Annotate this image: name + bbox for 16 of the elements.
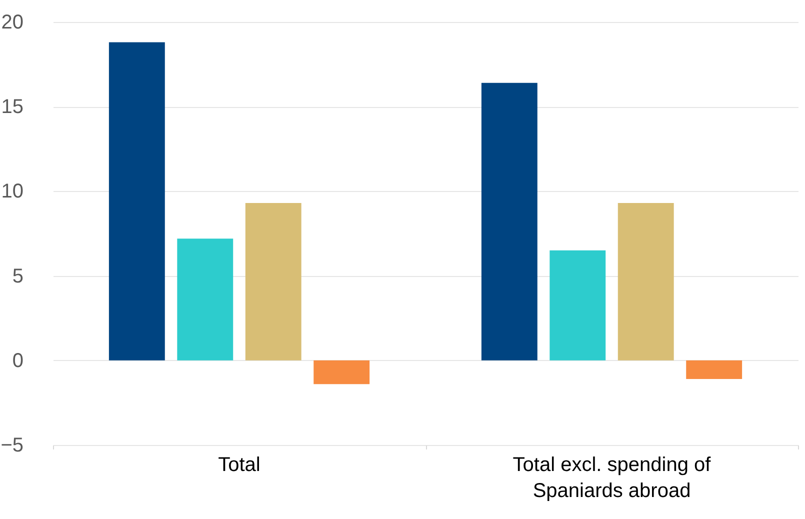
bar [481, 82, 538, 360]
bar [618, 203, 674, 360]
bar [686, 360, 742, 380]
bar [550, 250, 606, 360]
y-tick-label: −5 [0, 434, 24, 456]
bar [177, 238, 234, 360]
x-tick-label: Total excl. spending of Spaniards abroad [512, 454, 712, 502]
y-tick-label: 10 [1, 180, 24, 203]
bar [314, 360, 370, 384]
bar [108, 42, 165, 360]
bar [245, 203, 302, 360]
y-tick-label: 5 [12, 265, 24, 288]
y-tick-label: 20 [1, 12, 24, 34]
y-tick-label: 15 [1, 96, 24, 118]
y-tick-label: 0 [12, 350, 24, 372]
x-tick-label: Total [218, 454, 260, 476]
